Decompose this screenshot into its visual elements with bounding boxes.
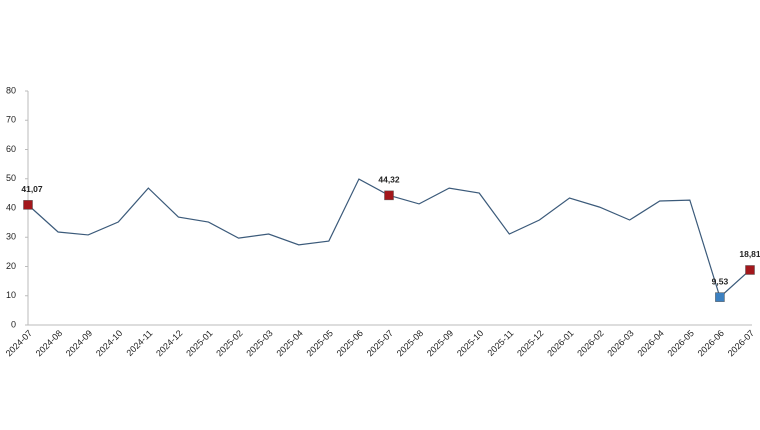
x-tick-label: 2025-10 (455, 328, 485, 358)
x-tick-label: 2026-07 (726, 328, 756, 358)
point-marker (384, 190, 394, 201)
y-tick-label: 80 (6, 85, 16, 95)
x-tick-label: 2026-03 (605, 328, 635, 358)
x-tick-label: 2025-01 (184, 328, 214, 358)
x-tick-label: 2025-08 (395, 328, 425, 358)
x-tick-label: 2024-08 (34, 328, 64, 358)
x-tick-label: 2025-03 (244, 328, 274, 358)
value-label: 41,07 (21, 184, 43, 194)
x-tick-label: 2025-11 (485, 328, 515, 358)
point-marker (715, 292, 725, 302)
x-tick-label: 2024-12 (154, 328, 184, 358)
x-tick-label: 2024-10 (94, 328, 124, 358)
x-tick-label: 2025-04 (274, 328, 304, 358)
value-label: 44,32 (378, 175, 400, 185)
x-tick-label: 2024-07 (4, 328, 34, 358)
point-marker (745, 265, 755, 275)
y-tick-label: 60 (6, 144, 16, 154)
x-tick-label: 2026-05 (665, 328, 695, 358)
x-tick-label: 2025-05 (304, 328, 334, 358)
value-label: 9,53 (712, 276, 729, 286)
x-tick-label: 2024-11 (124, 328, 154, 358)
y-tick-label: 20 (6, 261, 16, 271)
y-tick-label: 0 (11, 319, 16, 329)
x-tick-label: 2025-06 (335, 328, 365, 358)
point-marker (23, 200, 33, 210)
x-tick-label: 2025-09 (425, 328, 455, 358)
y-tick-label: 70 (6, 115, 16, 125)
y-tick-label: 10 (6, 290, 16, 300)
x-tick-label: 2026-06 (696, 328, 726, 358)
x-tick-label: 2025-07 (365, 328, 395, 358)
value-label: 18,81 (739, 249, 760, 259)
x-tick-label: 2026-04 (635, 328, 665, 358)
y-tick-label: 40 (6, 202, 16, 212)
x-tick-label: 2024-09 (64, 328, 94, 358)
x-tick-label: 2026-01 (545, 328, 575, 358)
x-tick-label: 2025-12 (515, 328, 545, 358)
y-tick-label: 30 (6, 232, 16, 242)
x-tick-label: 2026-02 (575, 328, 605, 358)
y-tick-label: 50 (6, 173, 16, 183)
x-tick-label: 2025-02 (214, 328, 244, 358)
